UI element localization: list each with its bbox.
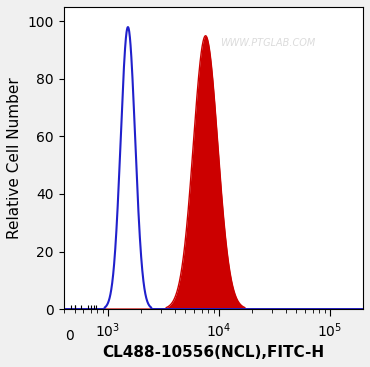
X-axis label: CL488-10556(NCL),FITC-H: CL488-10556(NCL),FITC-H — [102, 345, 324, 360]
Y-axis label: Relative Cell Number: Relative Cell Number — [7, 77, 22, 239]
Text: WWW.PTGLAB.COM: WWW.PTGLAB.COM — [220, 38, 315, 48]
Text: 0: 0 — [65, 329, 74, 343]
